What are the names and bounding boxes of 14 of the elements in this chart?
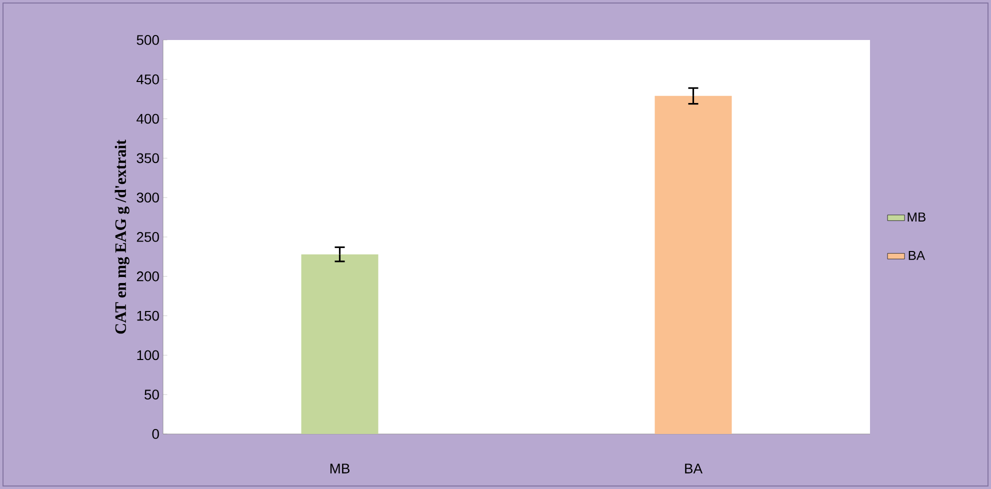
y-tick-label: 150 — [137, 310, 159, 321]
y-tick-label: 450 — [136, 74, 159, 84]
y-tick-label: 300 — [136, 192, 159, 203]
y-tick-label: 200 — [136, 271, 159, 282]
y-tick-label: 100 — [137, 350, 159, 360]
y-tick-label: 500 — [136, 35, 159, 45]
y-tick-label: 250 — [136, 232, 159, 242]
legend-label: BA — [908, 250, 926, 260]
y-tick-label: 400 — [136, 114, 159, 124]
legend-label: MB — [908, 212, 926, 222]
y-axis-title: CAT en mg EAG g /d'extrait — [114, 140, 130, 334]
y-tick-label: 0 — [152, 429, 159, 439]
y-tick-label: 50 — [144, 390, 159, 400]
y-tick-label: 350 — [136, 153, 159, 164]
